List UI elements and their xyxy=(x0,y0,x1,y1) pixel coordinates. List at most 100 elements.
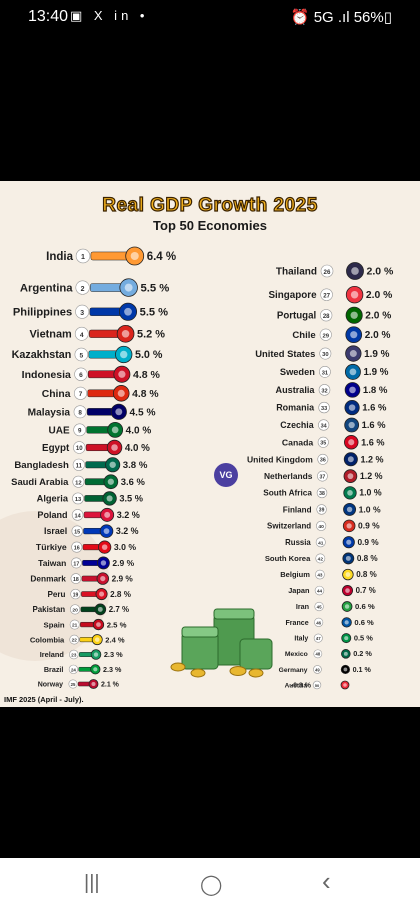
rank-badge xyxy=(315,553,326,564)
rank-number: 26 xyxy=(324,269,331,276)
status-bar: 13:40 ▣ X in • ⏰ 5G .ıl 56%▯ xyxy=(0,0,420,34)
country-name: Colombia xyxy=(30,635,65,644)
flag-emblem-icon xyxy=(117,389,125,397)
rank-badge xyxy=(314,585,325,596)
value-label: 2.4 % xyxy=(105,635,125,644)
flag-emblem-icon xyxy=(347,473,354,480)
home-button[interactable]: ◯ xyxy=(200,874,223,896)
value-label: 0.9 % xyxy=(357,537,379,547)
rank-number: 11 xyxy=(76,463,83,469)
flag-emblem-icon xyxy=(343,667,348,672)
source-note: IMF 2025 (April - July). xyxy=(4,695,84,704)
value-label: 0.1 % xyxy=(353,666,372,674)
recent-apps-button[interactable]: ||| xyxy=(84,872,100,894)
value-label: 1.6 % xyxy=(362,403,387,414)
rank-number: 20 xyxy=(72,608,78,614)
value-label: 3.5 % xyxy=(119,494,143,504)
rank-number: 35 xyxy=(320,441,326,447)
flag-emblem-icon xyxy=(349,368,357,376)
flag-emblem-icon xyxy=(346,506,353,513)
rank-number: 16 xyxy=(74,546,80,552)
value-bar xyxy=(90,283,124,292)
flag-emblem-icon xyxy=(124,283,133,292)
value-label: 2.3 % xyxy=(103,666,122,674)
country-name: Austria xyxy=(285,682,308,689)
rank-badge xyxy=(73,386,88,400)
rank-number: 39 xyxy=(319,508,325,514)
value-bar xyxy=(88,370,118,379)
value-bar xyxy=(89,307,124,316)
flag-emblem-icon xyxy=(345,555,351,561)
country-name: Vietnam xyxy=(29,329,72,341)
value-label: 2.9 % xyxy=(112,558,134,568)
gdp-chart: India 1 6.4 % Argentina 2 5.5 % Philippines 3 5.… xyxy=(11,246,394,690)
value-label: 5.5 % xyxy=(140,283,169,295)
value-label: 1.2 % xyxy=(360,471,383,481)
rank-badge xyxy=(71,541,83,553)
rank-number: 36 xyxy=(320,458,326,464)
country-name: Norway xyxy=(38,681,63,688)
rank-badge xyxy=(317,436,329,448)
flag-emblem-icon xyxy=(344,620,349,625)
rank-badge xyxy=(73,423,86,437)
country-name: Switzerland xyxy=(267,522,311,531)
country-name: India xyxy=(46,251,73,263)
flag-emblem-icon xyxy=(348,439,355,446)
infographic-card: Real GDP Growth 2025 Top 50 Economies In… xyxy=(0,181,420,707)
flag-emblem-icon xyxy=(109,461,116,468)
value-label: 3.8 % xyxy=(123,460,148,471)
flag-emblem-icon xyxy=(344,636,349,641)
value-bar xyxy=(90,251,130,261)
country-name: South Korea xyxy=(265,554,311,563)
flag-emblem-icon xyxy=(93,667,98,672)
country-name: Kazakhstan xyxy=(12,349,72,361)
rank-badge xyxy=(74,326,89,341)
country-name: Malaysia xyxy=(28,407,71,418)
rank-badge xyxy=(74,367,88,381)
country-name: Egypt xyxy=(42,443,70,454)
country-name: Canada xyxy=(282,437,314,447)
rank-badge xyxy=(68,664,79,674)
rank-badge xyxy=(319,328,332,341)
country-name: Belgium xyxy=(280,570,310,579)
rank-badge xyxy=(70,588,81,600)
rank-number: 13 xyxy=(75,497,81,503)
flag-emblem-icon xyxy=(345,588,350,593)
value-label: 1.9 % xyxy=(363,367,388,378)
flag-emblem-icon xyxy=(348,421,355,429)
value-label: 2.0 % xyxy=(365,311,391,322)
flag-emblem-icon xyxy=(350,311,358,319)
value-label: 4.0 % xyxy=(126,425,152,436)
country-name: Denmark xyxy=(30,573,66,583)
flag-emblem-icon xyxy=(118,370,126,378)
country-name: Chile xyxy=(292,330,315,341)
rank-badge xyxy=(75,304,90,319)
country-name: Indonesia xyxy=(22,369,71,381)
country-name: Philippines xyxy=(13,307,72,319)
value-bar xyxy=(84,495,106,502)
flag-emblem-icon xyxy=(351,267,359,275)
rank-number: 34 xyxy=(321,423,328,429)
rank-number: 9 xyxy=(78,428,82,435)
rank-number: 5 xyxy=(79,352,83,359)
value-label: 1.0 % xyxy=(359,488,382,498)
value-bar xyxy=(84,478,107,486)
value-label: 4.8 % xyxy=(132,389,159,400)
country-name: Algeria xyxy=(37,494,69,504)
rank-badge xyxy=(314,617,324,627)
country-name: United States xyxy=(255,348,315,359)
flag-emblem-icon xyxy=(121,329,130,338)
value-label: 2.1 % xyxy=(101,681,120,688)
status-right: ⏰ 5G .ıl 56%▯ xyxy=(290,9,392,26)
value-label: 0.6 % xyxy=(355,602,375,611)
flag-emblem-icon xyxy=(124,307,132,316)
flag-emblem-icon xyxy=(347,456,354,463)
value-label: 2.7 % xyxy=(109,605,129,614)
rank-badge xyxy=(316,520,327,531)
country-name: Thailand xyxy=(276,267,317,278)
value-label: 3.6 % xyxy=(121,476,146,487)
rank-number: 31 xyxy=(322,370,329,376)
back-button[interactable]: ‹ xyxy=(322,866,331,896)
flag-emblem-icon xyxy=(93,652,99,657)
rank-number: 30 xyxy=(322,352,328,358)
